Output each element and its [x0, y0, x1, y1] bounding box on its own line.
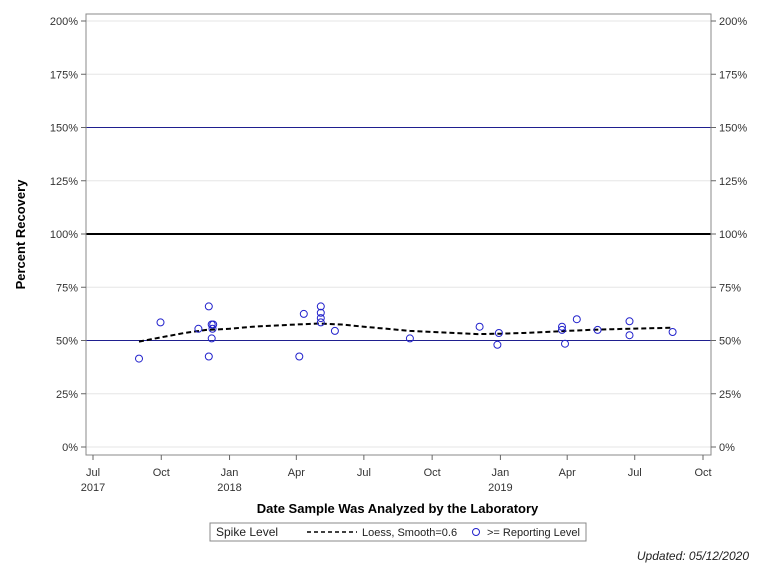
y-tick-label-left: 50%	[56, 336, 78, 348]
data-point	[558, 325, 566, 334]
reference-lines	[86, 127, 711, 341]
legend-item-loess: Loess, Smooth=0.6	[362, 527, 457, 539]
data-point	[207, 334, 216, 343]
x-tick-label: Oct	[153, 467, 170, 479]
y-tick-label-right: 75%	[719, 282, 741, 294]
data-point	[475, 322, 484, 331]
loess-curve	[138, 322, 673, 343]
data-point	[316, 314, 325, 323]
y-tick-label-right: 175%	[719, 69, 747, 81]
data-point	[204, 302, 213, 311]
data-point	[625, 317, 634, 326]
y-tick-label-left: 200%	[50, 16, 78, 28]
x-tick-year-label: 2017	[81, 482, 105, 494]
data-point	[561, 339, 569, 348]
data-point	[208, 324, 217, 333]
legend-item-reporting-level: >= Reporting Level	[487, 527, 580, 539]
data-point	[194, 324, 203, 333]
x-tick-label: Jul	[357, 467, 371, 479]
data-point	[572, 315, 581, 324]
x-tick-label: Oct	[424, 467, 441, 479]
data-point	[493, 340, 502, 349]
updated-footnote: Updated: 05/12/2020	[637, 549, 749, 563]
y-tick-label-right: 125%	[719, 176, 747, 188]
x-tick-year-label: 2018	[217, 482, 241, 494]
legend-circle-swatch	[472, 528, 480, 536]
y-tick-label-right: 150%	[719, 123, 747, 135]
legend: Spike Level Loess, Smooth=0.6 >= Reporti…	[209, 522, 587, 542]
data-point	[625, 331, 634, 340]
y-tick-label-left: 75%	[56, 282, 78, 294]
x-tick-label: Jan	[492, 467, 510, 479]
y-tick-label-left: 100%	[50, 229, 78, 241]
data-point	[316, 302, 325, 311]
data-point	[668, 328, 677, 336]
x-axis-title: Date Sample Was Analyzed by the Laborato…	[257, 501, 539, 516]
data-point	[299, 309, 308, 318]
y-axis-title: Percent Recovery	[13, 179, 28, 290]
y-tick-label-right: 0%	[719, 442, 735, 454]
data-point	[494, 329, 503, 337]
axis-ticks: 0% 0% 25% 25% 50% 50% 75% 75% 100% 100% 125% 125% 15…	[50, 16, 747, 494]
x-tick-label: Jan	[221, 467, 239, 479]
loess-line	[138, 322, 673, 343]
x-tick-label: Apr	[559, 467, 576, 479]
y-tick-label-left: 25%	[56, 389, 78, 401]
y-tick-label-right: 50%	[719, 336, 741, 348]
y-tick-label-left: 175%	[50, 69, 78, 81]
y-tick-label-left: 150%	[50, 123, 78, 135]
x-tick-label: Apr	[288, 467, 305, 479]
data-point	[558, 322, 566, 331]
x-tick-label: Oct	[694, 467, 711, 479]
data-point	[204, 352, 213, 361]
x-tick-label: Jul	[628, 467, 642, 479]
legend-box	[209, 522, 587, 542]
data-point	[405, 334, 414, 343]
legend-title: Spike Level	[216, 525, 278, 539]
data-point	[135, 354, 143, 363]
data-point	[316, 308, 325, 317]
y-tick-label-left: 125%	[50, 176, 78, 188]
data-points	[135, 302, 677, 363]
y-tick-label-right: 25%	[719, 389, 741, 401]
data-point	[593, 325, 602, 334]
y-tick-label-left: 0%	[62, 442, 78, 454]
x-tick-year-label: 2019	[488, 482, 512, 494]
x-tick-label: Jul	[86, 467, 100, 479]
data-point	[295, 352, 304, 361]
y-tick-label-right: 200%	[719, 16, 747, 28]
y-tick-label-right: 100%	[719, 229, 747, 241]
data-point	[156, 318, 165, 327]
data-point	[330, 326, 339, 335]
data-point	[209, 320, 218, 329]
data-point	[316, 318, 325, 327]
